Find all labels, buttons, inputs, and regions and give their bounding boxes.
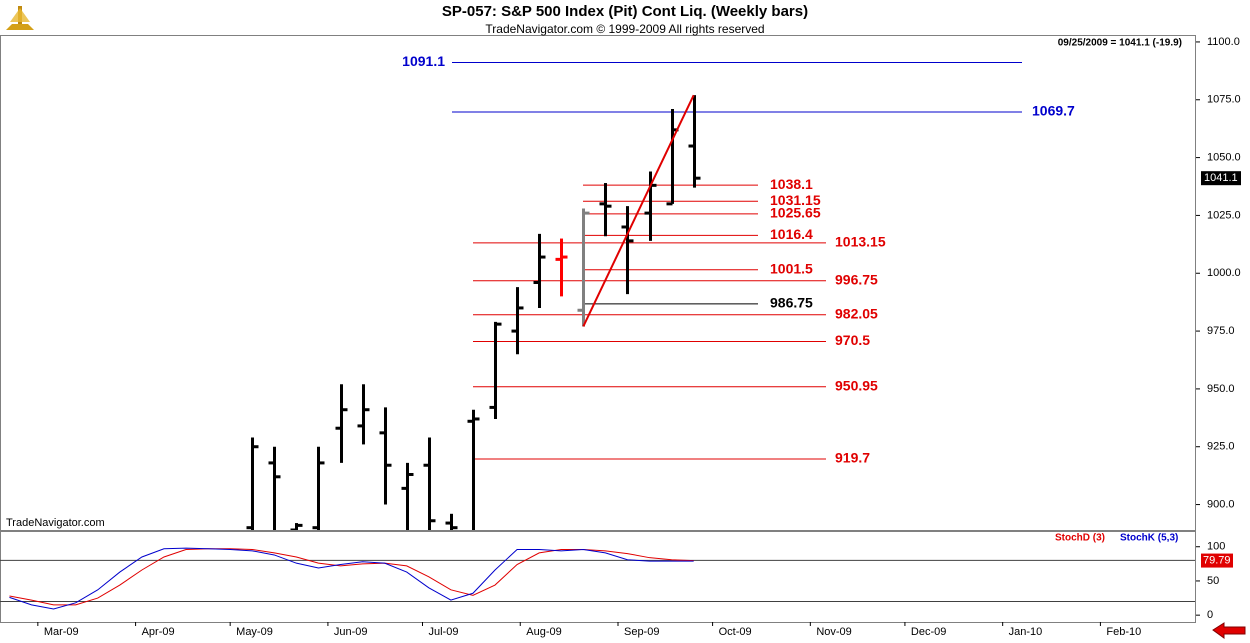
stoch-pane <box>0 531 1196 623</box>
y-tick-label: 1075.0 <box>1207 94 1241 106</box>
x-tick-label: Sep-09 <box>624 626 659 638</box>
plot <box>246 62 1022 530</box>
level-label: 986.75 <box>770 295 813 311</box>
info: 09/25/2009 = 1041.1 (-19.9) <box>1058 38 1182 49</box>
last-stoch: 79.79 <box>1203 554 1231 566</box>
level-label: 996.75 <box>835 271 878 287</box>
y-tick-label: 975.0 <box>1207 325 1235 337</box>
level-label: 1069.7 <box>1032 103 1075 119</box>
chart-title: SP-057: S&P 500 Index (Pit) Cont Liq. (W… <box>442 3 808 20</box>
scroll-arrow[interactable] <box>1212 622 1246 639</box>
x-tick-label: Aug-09 <box>526 626 561 638</box>
x-tick-label: Apr-09 <box>142 626 175 638</box>
y-tick-label: 950.0 <box>1207 383 1235 395</box>
x-tick-label: May-09 <box>236 626 273 638</box>
y-tick-label: 1100.0 <box>1207 36 1240 48</box>
y-tick-label: 50 <box>1207 575 1219 587</box>
level-label: 1001.5 <box>770 260 813 276</box>
level-label: 950.95 <box>835 377 878 393</box>
trend-line <box>582 94 695 327</box>
y-tick-label: 0 <box>1207 609 1213 621</box>
x-tick-label: Oct-09 <box>719 626 752 638</box>
y-tick-label: 1050.0 <box>1207 151 1241 163</box>
subtitle: TradeNavigator.com © 1999-2009 All right… <box>485 22 764 36</box>
x-tick-label: Nov-09 <box>816 626 851 638</box>
last-price-box <box>1201 171 1241 186</box>
y-tick-label: 1000.0 <box>1207 267 1241 279</box>
x-tick-label: Mar-09 <box>44 626 79 638</box>
x-tick-label: Jun-09 <box>334 626 368 638</box>
y-tick-label: 100 <box>1207 541 1225 553</box>
level-label: 982.05 <box>835 305 878 321</box>
last-price: 1041.1 <box>1204 172 1238 184</box>
watermark: TradeNavigator.com <box>6 517 105 529</box>
legend-entry: StochD (3) <box>1055 533 1105 544</box>
logo <box>6 6 34 30</box>
x-tick-label: Jul-09 <box>429 626 459 638</box>
price-pane <box>0 35 1196 531</box>
y-tick-label: 1025.0 <box>1207 209 1241 221</box>
y-tick-label: 925.0 <box>1207 441 1235 453</box>
x-tick-label: Dec-09 <box>911 626 946 638</box>
level-label: 970.5 <box>835 332 870 348</box>
legend-entry: StochK (5,3) <box>1120 533 1178 544</box>
level-label: 1031.15 <box>770 192 821 208</box>
level-label: 1091.1 <box>402 53 445 69</box>
y-tick-label: 900.0 <box>1207 498 1235 510</box>
stoch-line <box>9 547 694 610</box>
level-label: 1025.65 <box>770 205 821 221</box>
level-label: 1016.4 <box>770 226 813 242</box>
last-stoch-box <box>1201 553 1233 568</box>
level-label: 919.7 <box>835 450 870 466</box>
x-tick-label: Jan-10 <box>1009 626 1043 638</box>
level-label: 1038.1 <box>770 176 813 192</box>
level-label: 1013.15 <box>835 234 886 250</box>
x-tick-label: Feb-10 <box>1106 626 1141 638</box>
